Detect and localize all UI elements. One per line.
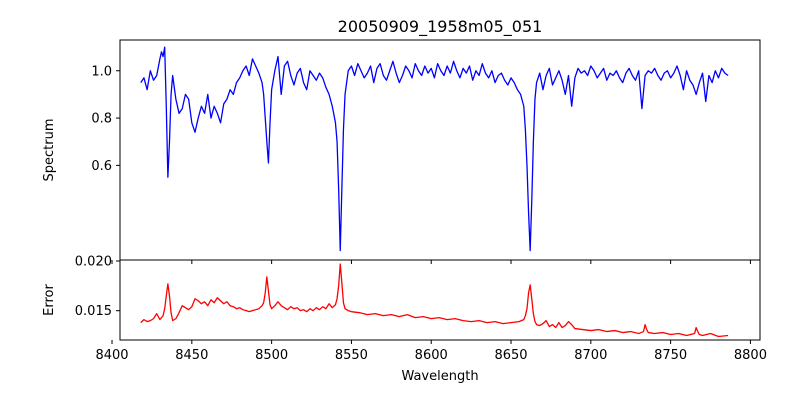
spectrum-y-axis-label: Spectrum: [42, 119, 57, 182]
error-x-tick-label: 8400: [95, 348, 128, 363]
error-x-tick-label: 8450: [175, 348, 208, 363]
spectrum-y-axis: 0.6 0.8 1.0: [91, 64, 120, 174]
chart-title: 20050909_1958m05_051: [338, 17, 543, 37]
spectrum-panel: 20050909_1958m05_051 0.6 0.8 1.0 Spectrum: [42, 17, 761, 264]
spectrum-y-tick-label: 0.6: [91, 159, 112, 174]
spectrum-x-axis: [111, 260, 751, 264]
error-x-tick-label: 8800: [734, 348, 767, 363]
error-x-tick-label: 8600: [415, 348, 448, 363]
spectrum-line-layer: [140, 46, 729, 252]
error-x-tick-label: 8750: [654, 348, 687, 363]
error-x-axis: 8400 8450 8500 8550 8600 8650 8700 8750 8800: [95, 340, 767, 363]
x-axis-label: Wavelength: [401, 369, 478, 384]
error-line-layer: [140, 263, 729, 338]
error-y-axis: 0.015 0.020: [75, 254, 120, 319]
error-x-tick-label: 8500: [255, 348, 288, 363]
error-y-axis-label: Error: [42, 284, 57, 316]
error-series-line: [140, 263, 729, 338]
error-y-tick-label: 0.015: [75, 304, 112, 319]
error-y-tick-label: 0.020: [75, 254, 112, 269]
error-x-tick-label: 8700: [574, 348, 607, 363]
error-x-tick-label: 8650: [494, 348, 527, 363]
spectrum-y-tick-label: 1.0: [91, 64, 112, 79]
error-plot-frame: [119, 259, 761, 341]
spectrum-y-tick-label: 0.8: [91, 112, 112, 127]
error-x-tick-label: 8550: [335, 348, 368, 363]
spectrum-series-line: [140, 46, 729, 252]
